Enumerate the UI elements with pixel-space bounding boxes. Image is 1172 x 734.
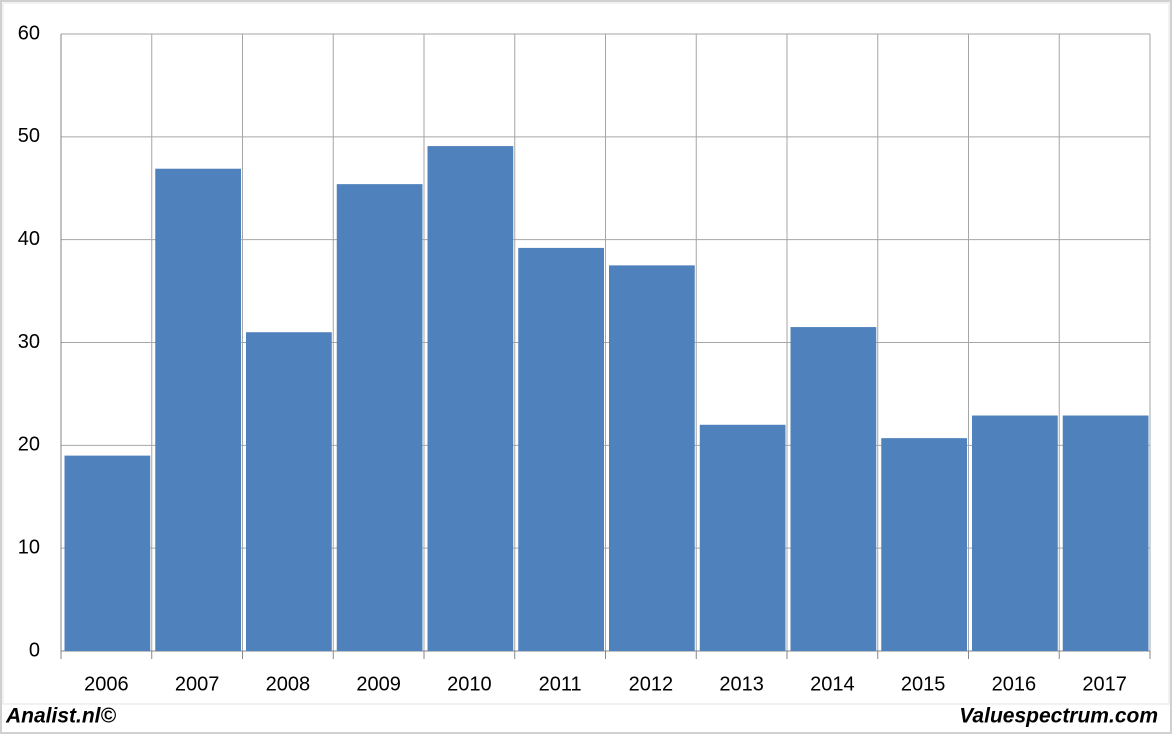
x-tick-label: 2014 <box>810 673 855 695</box>
x-tick-label: 2006 <box>84 673 129 695</box>
y-tick-label: 10 <box>18 536 40 558</box>
y-tick-label: 50 <box>18 125 40 147</box>
x-tick-label: 2007 <box>175 673 220 695</box>
bar <box>881 438 967 651</box>
y-tick-label: 20 <box>18 434 40 456</box>
bar <box>427 146 514 652</box>
x-tick-label: 2017 <box>1082 673 1127 695</box>
x-tick-label: 2010 <box>447 673 492 695</box>
bar <box>246 332 332 651</box>
x-tick-label: 2011 <box>539 673 582 695</box>
bar <box>155 168 241 651</box>
bar <box>1062 415 1149 651</box>
x-tick-label: 2009 <box>356 673 401 695</box>
y-tick-label: 60 <box>18 22 40 44</box>
y-tick-label: 40 <box>18 228 40 250</box>
x-tick-label: 2012 <box>629 673 674 695</box>
bar <box>609 265 695 651</box>
x-tick-label: 2016 <box>992 673 1037 695</box>
bar <box>64 455 151 651</box>
bar <box>972 415 1058 651</box>
bar <box>336 184 423 652</box>
bar <box>699 424 786 651</box>
footer-right: Valuespectrum.com <box>959 705 1158 728</box>
y-tick-label: 0 <box>29 639 40 661</box>
footer-left: Analist.nl© <box>5 705 117 728</box>
x-tick-label: 2013 <box>719 673 764 695</box>
y-tick-label: 30 <box>18 331 40 353</box>
x-tick-label: 2015 <box>901 673 946 695</box>
x-tick-label: 2008 <box>266 673 311 695</box>
bar <box>518 247 604 652</box>
bar <box>790 327 877 651</box>
